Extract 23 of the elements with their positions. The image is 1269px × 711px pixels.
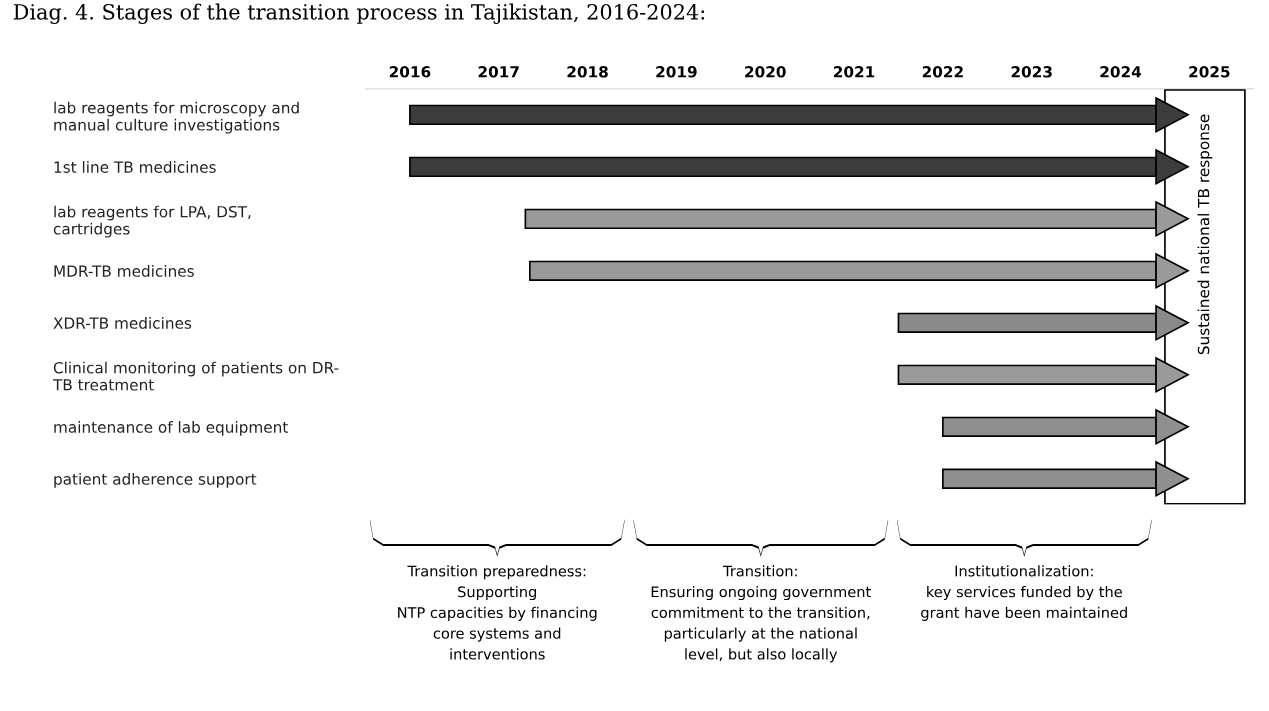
x-tick-label: 2019	[656, 66, 697, 78]
y-tick-label: lab reagents for microscopy and manual culture investigations	[54, 101, 299, 134]
y-tick-label: patient adherence support	[54, 473, 257, 488]
x-tick-label: 2021	[833, 66, 875, 78]
x-tick-label: 2017	[478, 66, 519, 78]
chart-title: Diag. 4. Stages of the transition process in Tajikistan, 2016-2024:	[13, 3, 705, 25]
x-tick-label: 2020	[745, 66, 786, 78]
text: Transition: Ensuring ongoing government commitment to the transition, particularly at the national level, but also locally	[651, 565, 871, 663]
text: Transition preparedness: Supporting NTP capacities by financing core systems and interventions	[398, 565, 597, 660]
x-tick-label: 2016	[389, 66, 431, 78]
y-tick-label: lab reagents for LPA, DST, cartridges	[53, 205, 251, 238]
x-tick-label: 2023	[1011, 66, 1052, 78]
x-tick-label: 2024	[1100, 66, 1142, 78]
y-tick-label: Clinical monitoring of patients on DR- TB treatment	[52, 361, 339, 391]
x-tick-label: 2018	[567, 66, 608, 78]
x-tick-label: 2022	[922, 66, 963, 78]
x-tick-label: 2025	[1189, 66, 1230, 78]
y-tick-label: maintenance of lab equipment	[54, 421, 288, 436]
band-label: Sustained national TB response	[1197, 114, 1213, 355]
text: Institutionalization: key services funded by the grant have been maintained	[921, 565, 1127, 621]
y-tick-label: MDR-TB medicines	[54, 265, 194, 277]
y-tick-label: XDR-TB medicines	[53, 317, 192, 329]
y-tick-label: 1st line TB medicines	[54, 161, 216, 173]
